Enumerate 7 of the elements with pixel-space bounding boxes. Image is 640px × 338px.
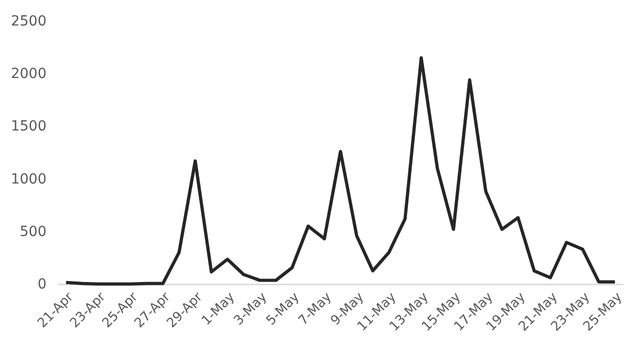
y-tick-label: 1000 <box>10 171 46 188</box>
y-tick-label: 2000 <box>10 66 46 82</box>
y-tick-label: 2500 <box>10 14 46 30</box>
y-tick-label: 500 <box>20 224 46 240</box>
line-series <box>64 56 617 286</box>
y-tick-label: 1500 <box>10 118 46 135</box>
y-tick-label: 0 <box>38 276 46 292</box>
